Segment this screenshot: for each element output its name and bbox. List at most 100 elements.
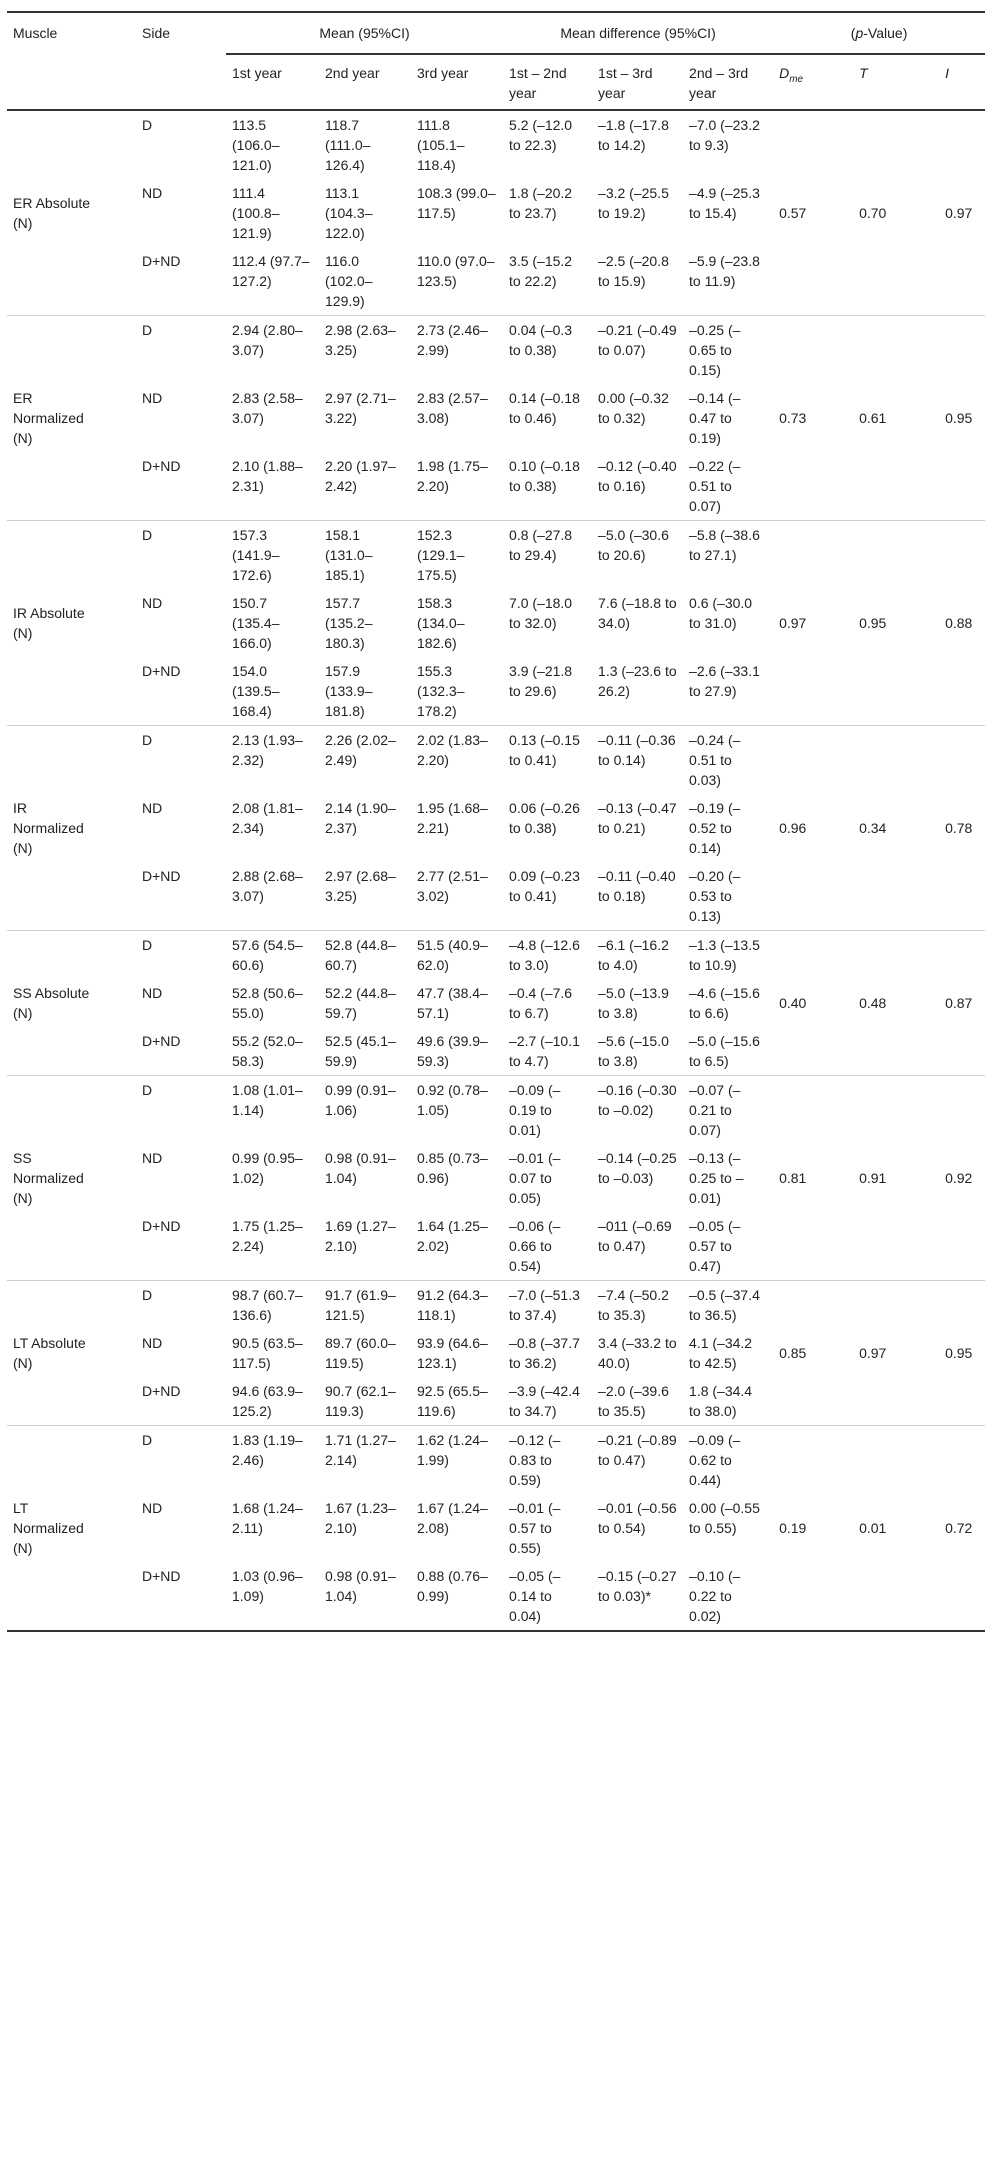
- side-cell: ND: [142, 390, 163, 406]
- muscle-cell: LT Absolute (N): [7, 1280, 136, 1426]
- mean-cell: 91.7 (61.9–121.5): [319, 1280, 411, 1329]
- mean-cell: 157.3 (141.9–172.6): [226, 520, 319, 589]
- mean-difference-cell: –0.8 (–37.7 to 36.2): [509, 1335, 580, 1371]
- muscle-cell: IR Absolute (N): [7, 520, 136, 726]
- side-cell: ND: [142, 1500, 163, 1516]
- mean-difference-cell: 0.00 (–0.32 to 0.32): [598, 390, 669, 426]
- mean-difference-cell: –0.4 (–7.6 to 6.7): [509, 985, 573, 1021]
- mean-difference-cell: –4.9 (–25.3 to 15.4): [689, 185, 760, 221]
- p-value-i: 0.88: [939, 520, 986, 726]
- mean-difference-cell: –0.20 (–0.53 to 0.13): [689, 868, 741, 924]
- side-cell: D+ND: [142, 1383, 181, 1399]
- mean-difference-cell: –0.01 (–0.07 to 0.05): [509, 1150, 561, 1206]
- table-row: ND 1.68 (1.24–2.11) 1.67 (1.23–2.10) 1.67 (…: [7, 1494, 985, 1562]
- table-row: IR Normalized (N) D 2.13 (1.93–2.32) 2.26 (…: [7, 725, 986, 931]
- side-cell: D+ND: [142, 458, 181, 474]
- mean-cell: 93.9 (64.6–123.1): [417, 1335, 488, 1371]
- mean-difference-cell: –0.12 (–0.83 to 0.59): [503, 1425, 593, 1494]
- col-header-muscle: Muscle: [7, 11, 136, 111]
- side-cell: D: [136, 1425, 226, 1494]
- mean-cell: 52.8 (50.6–55.0): [232, 985, 303, 1021]
- mean-cell: 0.99 (0.95–1.02): [232, 1150, 303, 1186]
- mean-cell: 2.97 (2.71–3.22): [325, 390, 396, 426]
- mean-cell: 1.64 (1.25–2.02): [417, 1218, 488, 1254]
- p-value-i: 0.78: [939, 725, 986, 931]
- mean-difference-cell: –2.0 (–39.6 to 35.5): [598, 1383, 669, 1419]
- table-row: D+ND 94.6 (63.9–125.2) 90.7 (62.1–119.3) 92…: [7, 1377, 985, 1426]
- table-row: ND 2.83 (2.58–3.07) 2.97 (2.71–3.22) 2.83 (…: [7, 384, 985, 452]
- mean-difference-cell: –5.9 (–23.8 to 11.9): [689, 253, 760, 289]
- mean-cell: 52.2 (44.8–59.7): [325, 985, 396, 1021]
- col-header-year-1: 1st year: [226, 54, 319, 111]
- mean-cell: 1.71 (1.27–2.14): [319, 1425, 411, 1494]
- p-value-t: 0.01: [853, 1425, 940, 1632]
- col-header-year-2: 2nd year: [319, 54, 411, 111]
- mean-difference-cell: 0.14 (–0.18 to 0.46): [509, 390, 580, 426]
- mean-difference-cell: –0.01 (–0.57 to 0.55): [509, 1500, 561, 1556]
- mean-cell: 2.83 (2.58–3.07): [232, 390, 303, 426]
- mean-cell: 0.88 (0.76–0.99): [411, 1562, 504, 1632]
- mean-cell: 0.99 (0.91–1.06): [319, 1075, 411, 1144]
- mean-difference-cell: 4.1 (–34.2 to 42.5): [689, 1335, 753, 1371]
- mean-cell: 1.08 (1.01–1.14): [226, 1075, 319, 1144]
- mean-difference-cell: 3.4 (–33.2 to 40.0): [598, 1335, 677, 1371]
- muscle-cell: SS Absolute (N): [7, 930, 136, 1076]
- mean-cell: 0.98 (0.91–1.04): [319, 1562, 411, 1632]
- p-value-dme: 0.97: [773, 520, 854, 726]
- mean-cell: 112.4 (97.7–127.2): [232, 253, 310, 289]
- col-group-p-value: (p-Value): [773, 11, 986, 55]
- mean-difference-cell: –5.6 (–15.0 to 3.8): [598, 1033, 669, 1069]
- col-header-diff-1-2: 1st – 2nd year: [503, 54, 593, 111]
- mean-difference-cell: –0.21 (–0.89 to 0.47): [592, 1425, 684, 1494]
- mean-difference-cell: –0.06 (–0.66 to 0.54): [509, 1218, 561, 1274]
- mean-cell: 55.2 (52.0–58.3): [232, 1033, 303, 1069]
- mean-cell: 154.0 (139.5–168.4): [232, 663, 280, 719]
- mean-difference-cell: 3.5 (–15.2 to 22.2): [509, 253, 573, 289]
- table-row: D+ND 112.4 (97.7–127.2) 116.0 (102.0–129.9…: [7, 247, 985, 316]
- mean-difference-cell: 7.6 (–18.8 to 34.0): [598, 595, 677, 631]
- mean-cell: 1.69 (1.27–2.10): [325, 1218, 396, 1254]
- col-header-diff-2-3: 2nd – 3rd year: [683, 54, 774, 111]
- mean-difference-cell: –4.8 (–12.6 to 3.0): [503, 930, 593, 979]
- mean-cell: 116.0 (102.0–129.9): [325, 253, 373, 309]
- p-value-t: 0.91: [853, 1075, 940, 1281]
- mean-difference-cell: 0.6 (–30.0 to 31.0): [689, 595, 753, 631]
- mean-difference-cell: –5.0 (–15.6 to 6.5): [689, 1033, 760, 1069]
- mean-cell: 1.68 (1.24–2.11): [232, 1500, 303, 1536]
- p-value-i: 0.95: [939, 315, 986, 521]
- mean-difference-cell: 0.09 (–0.23 to 0.41): [509, 868, 580, 904]
- table-row: D+ND 2.88 (2.68–3.07) 2.97 (2.68–3.25) 2.77…: [7, 862, 985, 931]
- mean-cell: 89.7 (60.0–119.5): [325, 1335, 396, 1371]
- col-header-diff-1-3: 1st – 3rd year: [592, 54, 684, 111]
- mean-cell: 51.5 (40.9–62.0): [411, 930, 504, 979]
- muscle-cell: LT Normalized (N): [7, 1425, 136, 1632]
- table-row: D+ND 154.0 (139.5–168.4) 157.9 (133.9–181.…: [7, 657, 985, 726]
- mean-difference-cell: 3.9 (–21.8 to 29.6): [509, 663, 573, 699]
- table-row: ER Absolute (N) D 113.5 (106.0–121.0) 118.7…: [7, 110, 985, 231]
- mean-cell: 2.73 (2.46–2.99): [411, 315, 504, 384]
- table-row: D+ND 1.03 (0.96–1.09) 0.98 (0.91–1.04) 0.88…: [7, 1562, 985, 1632]
- mean-difference-cell: –0.14 (–0.47 to 0.19): [689, 390, 741, 446]
- table-row: LT Absolute (N) D 98.7 (60.7–136.6) 91.7 (6…: [7, 1280, 986, 1426]
- side-cell: D+ND: [142, 663, 181, 679]
- mean-cell: 98.7 (60.7–136.6): [226, 1280, 319, 1329]
- mean-cell: 111.4 (100.8–121.9): [232, 185, 280, 241]
- mean-difference-cell: 1.8 (–34.4 to 38.0): [689, 1383, 753, 1419]
- mean-cell: 2.26 (2.02–2.49): [319, 725, 411, 794]
- col-header-year-3: 3rd year: [411, 54, 504, 111]
- mean-difference-cell: 0.06 (–0.26 to 0.38): [509, 800, 580, 836]
- table-row: D+ND 1.75 (1.25–2.24) 1.69 (1.27–2.10) 1.64…: [7, 1212, 985, 1281]
- mean-cell: 113.5 (106.0–121.0): [232, 117, 280, 173]
- mean-difference-cell: 1.3 (–23.6 to 26.2): [598, 663, 677, 699]
- mean-difference-cell: –0.09 (–0.19 to 0.01): [503, 1075, 593, 1144]
- mean-cell: 2.13 (1.93–2.32): [226, 725, 319, 794]
- mean-cell: 52.5 (45.1–59.9): [325, 1033, 396, 1069]
- p-value-dme: 0.19: [773, 1425, 854, 1632]
- mean-difference-cell: –1.8 (–17.8 to 14.2): [598, 117, 669, 153]
- mean-cell: 2.08 (1.81–2.34): [232, 800, 303, 836]
- col-group-mean-difference: Mean difference (95%CI): [503, 11, 774, 55]
- mean-cell: 2.94 (2.80–3.07): [226, 315, 319, 384]
- mean-cell: 47.7 (38.4–57.1): [417, 985, 488, 1021]
- mean-cell: 94.6 (63.9–125.2): [232, 1383, 303, 1419]
- mean-cell: 2.20 (1.97–2.42): [325, 458, 396, 494]
